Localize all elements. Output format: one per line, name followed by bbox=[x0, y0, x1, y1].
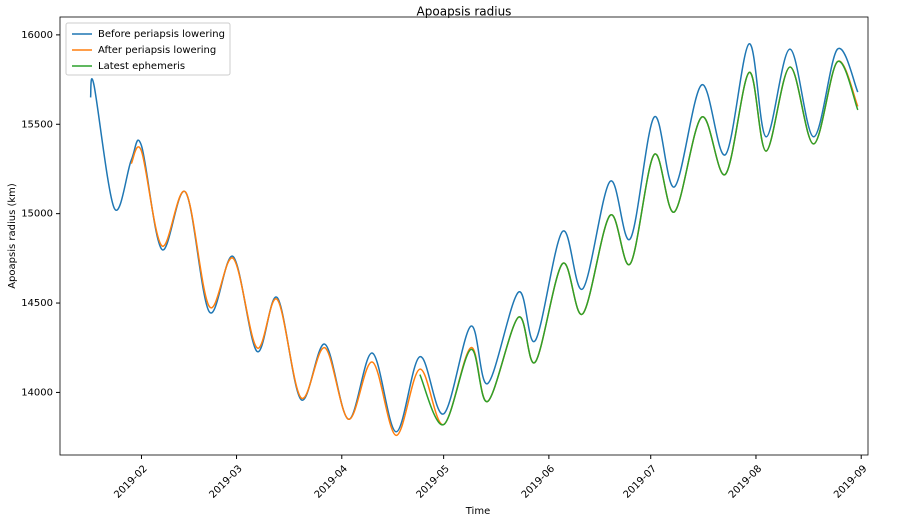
legend-label: Before periapsis lowering bbox=[98, 29, 225, 40]
y-tick-label: 14000 bbox=[21, 387, 53, 398]
y-tick-label: 14500 bbox=[21, 298, 53, 309]
series-line bbox=[419, 60, 859, 426]
axes-frame bbox=[59, 16, 869, 456]
y-axis-label: Apoapsis radius (km) bbox=[7, 183, 18, 289]
legend-box bbox=[65, 22, 231, 76]
y-tick-label: 15000 bbox=[21, 209, 53, 220]
legend-label: Latest ephemeris bbox=[98, 61, 185, 72]
y-tick-label: 15500 bbox=[21, 119, 53, 130]
y-tick-label: 16000 bbox=[21, 30, 53, 41]
x-axis-label: Time bbox=[465, 506, 490, 517]
legend-label: After periapsis lowering bbox=[98, 45, 216, 56]
chart-title: Apoapsis radius bbox=[417, 5, 512, 19]
